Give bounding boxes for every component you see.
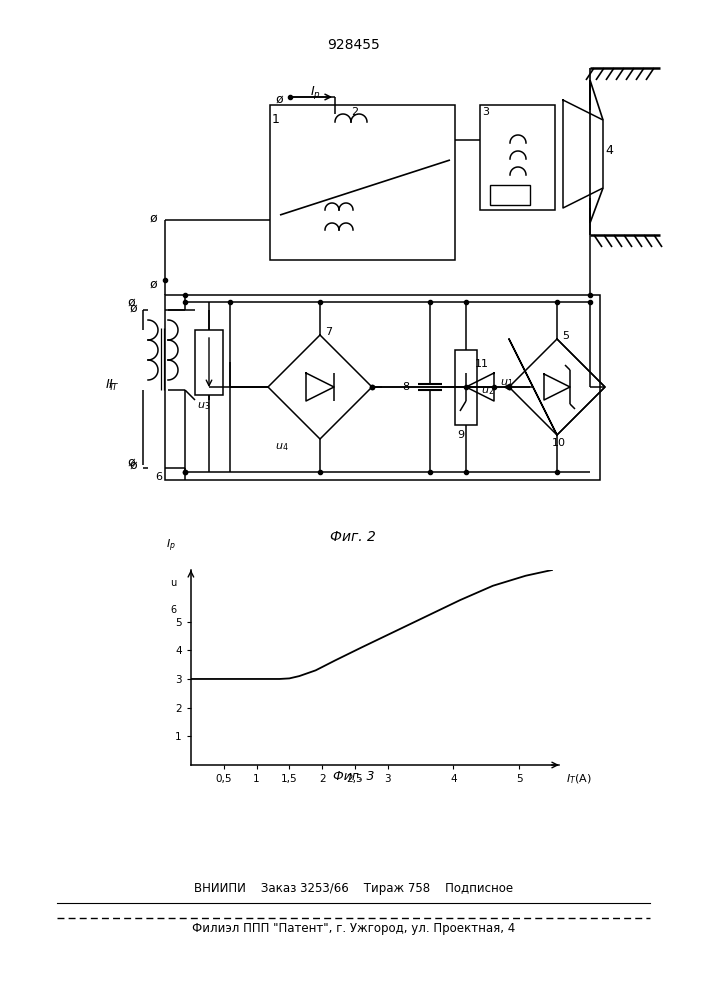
Text: 5: 5: [562, 331, 569, 341]
Text: $I_T$: $I_T$: [108, 377, 119, 393]
Text: $u_4$: $u_4$: [275, 441, 288, 453]
Text: 3: 3: [482, 107, 489, 117]
Bar: [270, 105, 455, 260]
Text: ø: ø: [276, 93, 284, 105]
Text: $u_3$: $u_3$: [197, 400, 210, 412]
Text: $I_p$: $I_p$: [310, 84, 321, 101]
Text: ø: ø: [130, 302, 138, 314]
Bar: [195, 330, 223, 395]
Text: Фиг. 3: Фиг. 3: [333, 770, 374, 783]
Text: $u_1$: $u_1$: [500, 377, 513, 389]
Text: 4: 4: [605, 143, 613, 156]
Text: ø: ø: [128, 296, 136, 308]
Text: $I_T$(А): $I_T$(А): [566, 773, 592, 786]
Text: 11: 11: [475, 359, 489, 369]
Text: Филиэл ППП "Патент", г. Ужгород, ул. Проектная, 4: Филиэл ППП "Патент", г. Ужгород, ул. Про…: [192, 922, 515, 935]
Text: ø: ø: [128, 456, 136, 468]
Text: $I_T$: $I_T$: [105, 377, 117, 393]
Text: ø: ø: [150, 277, 158, 290]
Text: ø: ø: [150, 212, 158, 225]
Text: 9: 9: [457, 430, 464, 440]
Text: 7: 7: [325, 327, 332, 337]
Text: 6: 6: [170, 605, 176, 615]
Bar: [455, 350, 477, 425]
Bar: [165, 295, 600, 480]
Text: ø: ø: [130, 458, 138, 472]
Text: Фиг. 2: Фиг. 2: [330, 530, 376, 544]
Bar: [480, 105, 555, 210]
Text: ВНИИПИ    Заказ 3253/66    Тираж 758    Подписное: ВНИИПИ Заказ 3253/66 Тираж 758 Подписное: [194, 882, 513, 895]
Text: $I_p$: $I_p$: [166, 538, 176, 554]
Text: 10: 10: [552, 438, 566, 448]
Text: 2: 2: [351, 107, 358, 117]
Text: 6: 6: [155, 472, 162, 482]
Text: 1: 1: [272, 113, 280, 126]
Text: u: u: [170, 578, 176, 588]
Text: 8: 8: [402, 382, 409, 392]
Bar: [490, 185, 530, 205]
Text: $u_2$: $u_2$: [481, 385, 494, 397]
Text: 928455: 928455: [327, 38, 380, 52]
